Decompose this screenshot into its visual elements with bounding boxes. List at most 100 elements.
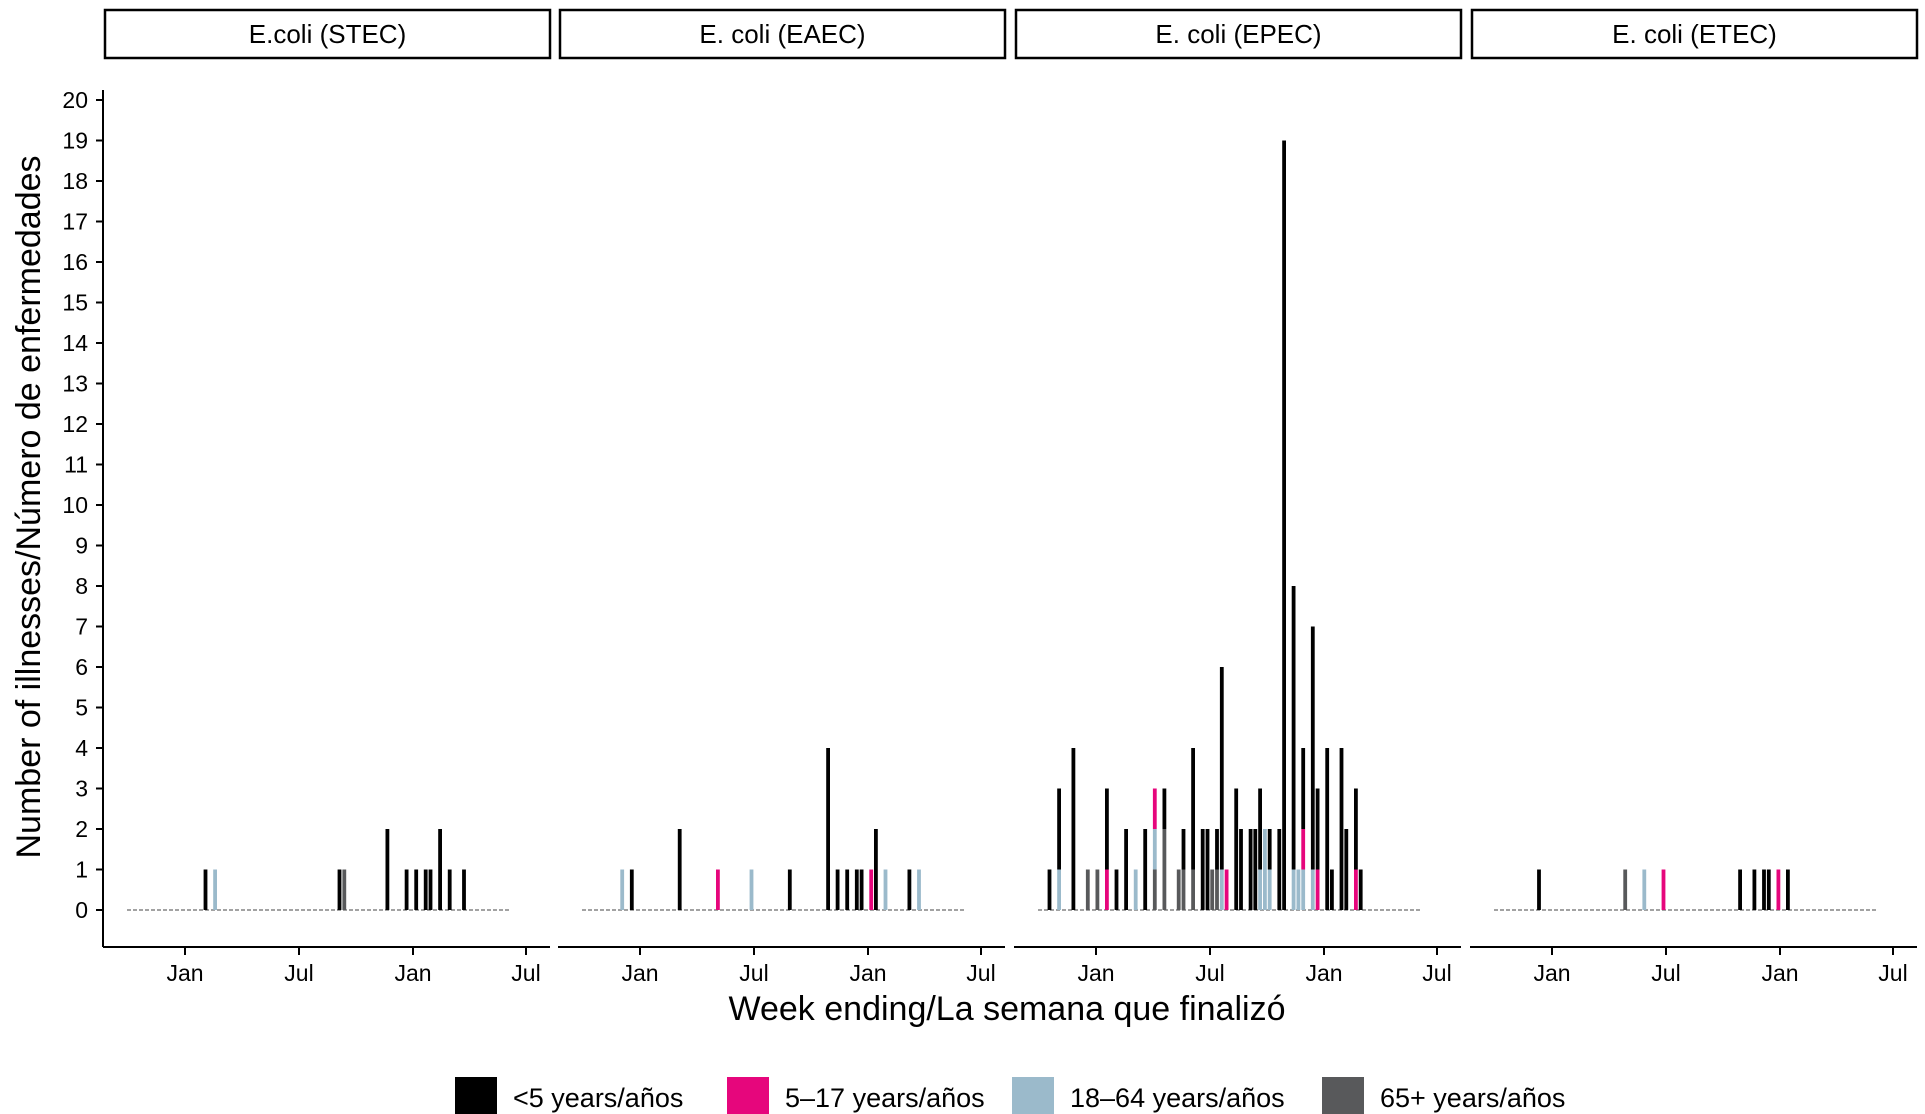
y-tick-label: 10 [62, 492, 88, 518]
facet-strip [1470, 8, 1919, 60]
bar-lt5 [1105, 788, 1109, 870]
y-tick-label: 15 [62, 290, 88, 316]
bar-5to17 [1315, 869, 1320, 910]
bar-lt5 [1339, 748, 1344, 910]
facet-strip [1014, 8, 1463, 60]
bar-18to64 [213, 869, 217, 910]
bar-lt5 [1537, 869, 1541, 910]
bar-5to17 [869, 869, 874, 910]
facet-title: E. coli (EPEC) [1155, 19, 1321, 49]
bar-lt5 [629, 869, 634, 910]
bar-lt5 [1071, 748, 1076, 910]
bar-lt5 [438, 829, 442, 910]
bar-lt5 [677, 829, 682, 910]
bar-lt5 [1267, 829, 1272, 870]
bar-lt5 [1248, 829, 1253, 910]
bar-lt5 [1181, 829, 1186, 870]
bar-lt5 [859, 869, 864, 910]
x-tick-label: Jul [511, 960, 540, 986]
bar-18to64 [620, 869, 625, 910]
bar-lt5 [1114, 869, 1119, 910]
y-tick-label: 3 [75, 776, 88, 802]
bar-18to64 [1057, 869, 1061, 910]
bar-lt5 [1191, 748, 1195, 870]
bar-65plus [1152, 869, 1157, 910]
y-tick-label: 5 [75, 695, 88, 721]
bar-18to64 [1310, 869, 1315, 910]
facet-title: E. coli (ETEC) [1612, 19, 1777, 49]
bar-5to17 [1105, 869, 1109, 910]
bar-lt5 [1258, 788, 1262, 870]
legend-label: <5 years/años [513, 1083, 683, 1113]
y-tick-label: 13 [62, 371, 88, 397]
bar-lt5 [1330, 869, 1334, 910]
x-tick-label: Jul [1195, 960, 1224, 986]
legend-label: 18–64 years/años [1070, 1083, 1285, 1113]
x-tick-label: Jul [1422, 960, 1451, 986]
bar-lt5 [1762, 869, 1766, 910]
bar-65plus [1623, 869, 1628, 910]
bar-65plus [1210, 869, 1215, 910]
x-tick-label: Jul [1878, 960, 1907, 986]
bar-18to64 [1258, 869, 1262, 910]
legend-swatch [1012, 1077, 1054, 1114]
bar-18to64 [1152, 829, 1157, 870]
x-tick-label: Jan [394, 960, 431, 986]
bar-lt5 [1738, 869, 1742, 910]
y-tick-label: 8 [75, 573, 88, 599]
legend-item: <5 years/años [455, 1077, 683, 1114]
facet-panel: E.coli (STEC) Jan Jul Jan Jul [103, 8, 552, 986]
facet-panel: E. coli (EAEC) Jan Jul Jan Jul [558, 8, 1007, 986]
legend-item: 18–64 years/años [1012, 1077, 1285, 1114]
bar-lt5 [462, 869, 466, 910]
bar-lt5 [1277, 829, 1282, 910]
bar-lt5 [826, 748, 830, 910]
bar-65plus [1215, 869, 1219, 910]
bar-lt5 [1752, 869, 1757, 910]
bar-lt5 [1205, 829, 1210, 910]
y-axis-title: Number of illnesses/Número de enfermedad… [10, 155, 48, 858]
bar-lt5 [423, 869, 428, 910]
legend-item: 5–17 years/años [727, 1077, 985, 1114]
bar-lt5 [845, 869, 850, 910]
bar-lt5 [835, 869, 840, 910]
facet-title: E.coli (STEC) [249, 19, 406, 49]
bar-lt5 [787, 869, 792, 910]
bar-lt5 [1282, 140, 1286, 910]
x-tick-label: Jul [966, 960, 995, 986]
bar-18to64 [1301, 869, 1306, 910]
y-tick-label: 16 [62, 249, 88, 275]
facet-panel: E. coli (EPEC) Jan Jul Jan Jul [1014, 8, 1463, 986]
bar-18to64 [917, 869, 921, 910]
x-tick-label: Jan [166, 960, 203, 986]
bar-lt5 [1301, 748, 1306, 829]
facet-panel: E. coli (ETEC) Jan Jul Jan Jul [1470, 8, 1919, 986]
bar-5to17 [1301, 829, 1306, 870]
bar-lt5 [428, 869, 433, 910]
facet-strip [103, 8, 552, 60]
x-tick-label: Jan [849, 960, 886, 986]
y-tick-label: 18 [62, 168, 88, 194]
bar-65plus [1085, 869, 1090, 910]
bar-18to64 [1642, 869, 1647, 910]
bar-lt5 [1344, 829, 1349, 910]
bar-65plus [1176, 869, 1181, 910]
bar-lt5 [1200, 829, 1205, 910]
y-tick-label: 9 [75, 533, 88, 559]
legend-swatch [455, 1077, 497, 1114]
bar-lt5 [1786, 869, 1790, 910]
y-tick-label: 6 [75, 654, 88, 680]
bar-65plus [1095, 869, 1100, 910]
y-tick-label: 14 [62, 330, 88, 356]
bar-lt5 [1291, 586, 1296, 870]
legend-swatch [1322, 1077, 1364, 1114]
bar-18to64 [1291, 869, 1296, 910]
y-tick-label: 1 [75, 857, 88, 883]
y-tick-label: 4 [75, 735, 88, 761]
bar-65plus [1181, 869, 1186, 910]
y-tick-label: 11 [64, 452, 88, 478]
bar-lt5 [414, 869, 419, 910]
bar-5to17 [1661, 869, 1666, 910]
